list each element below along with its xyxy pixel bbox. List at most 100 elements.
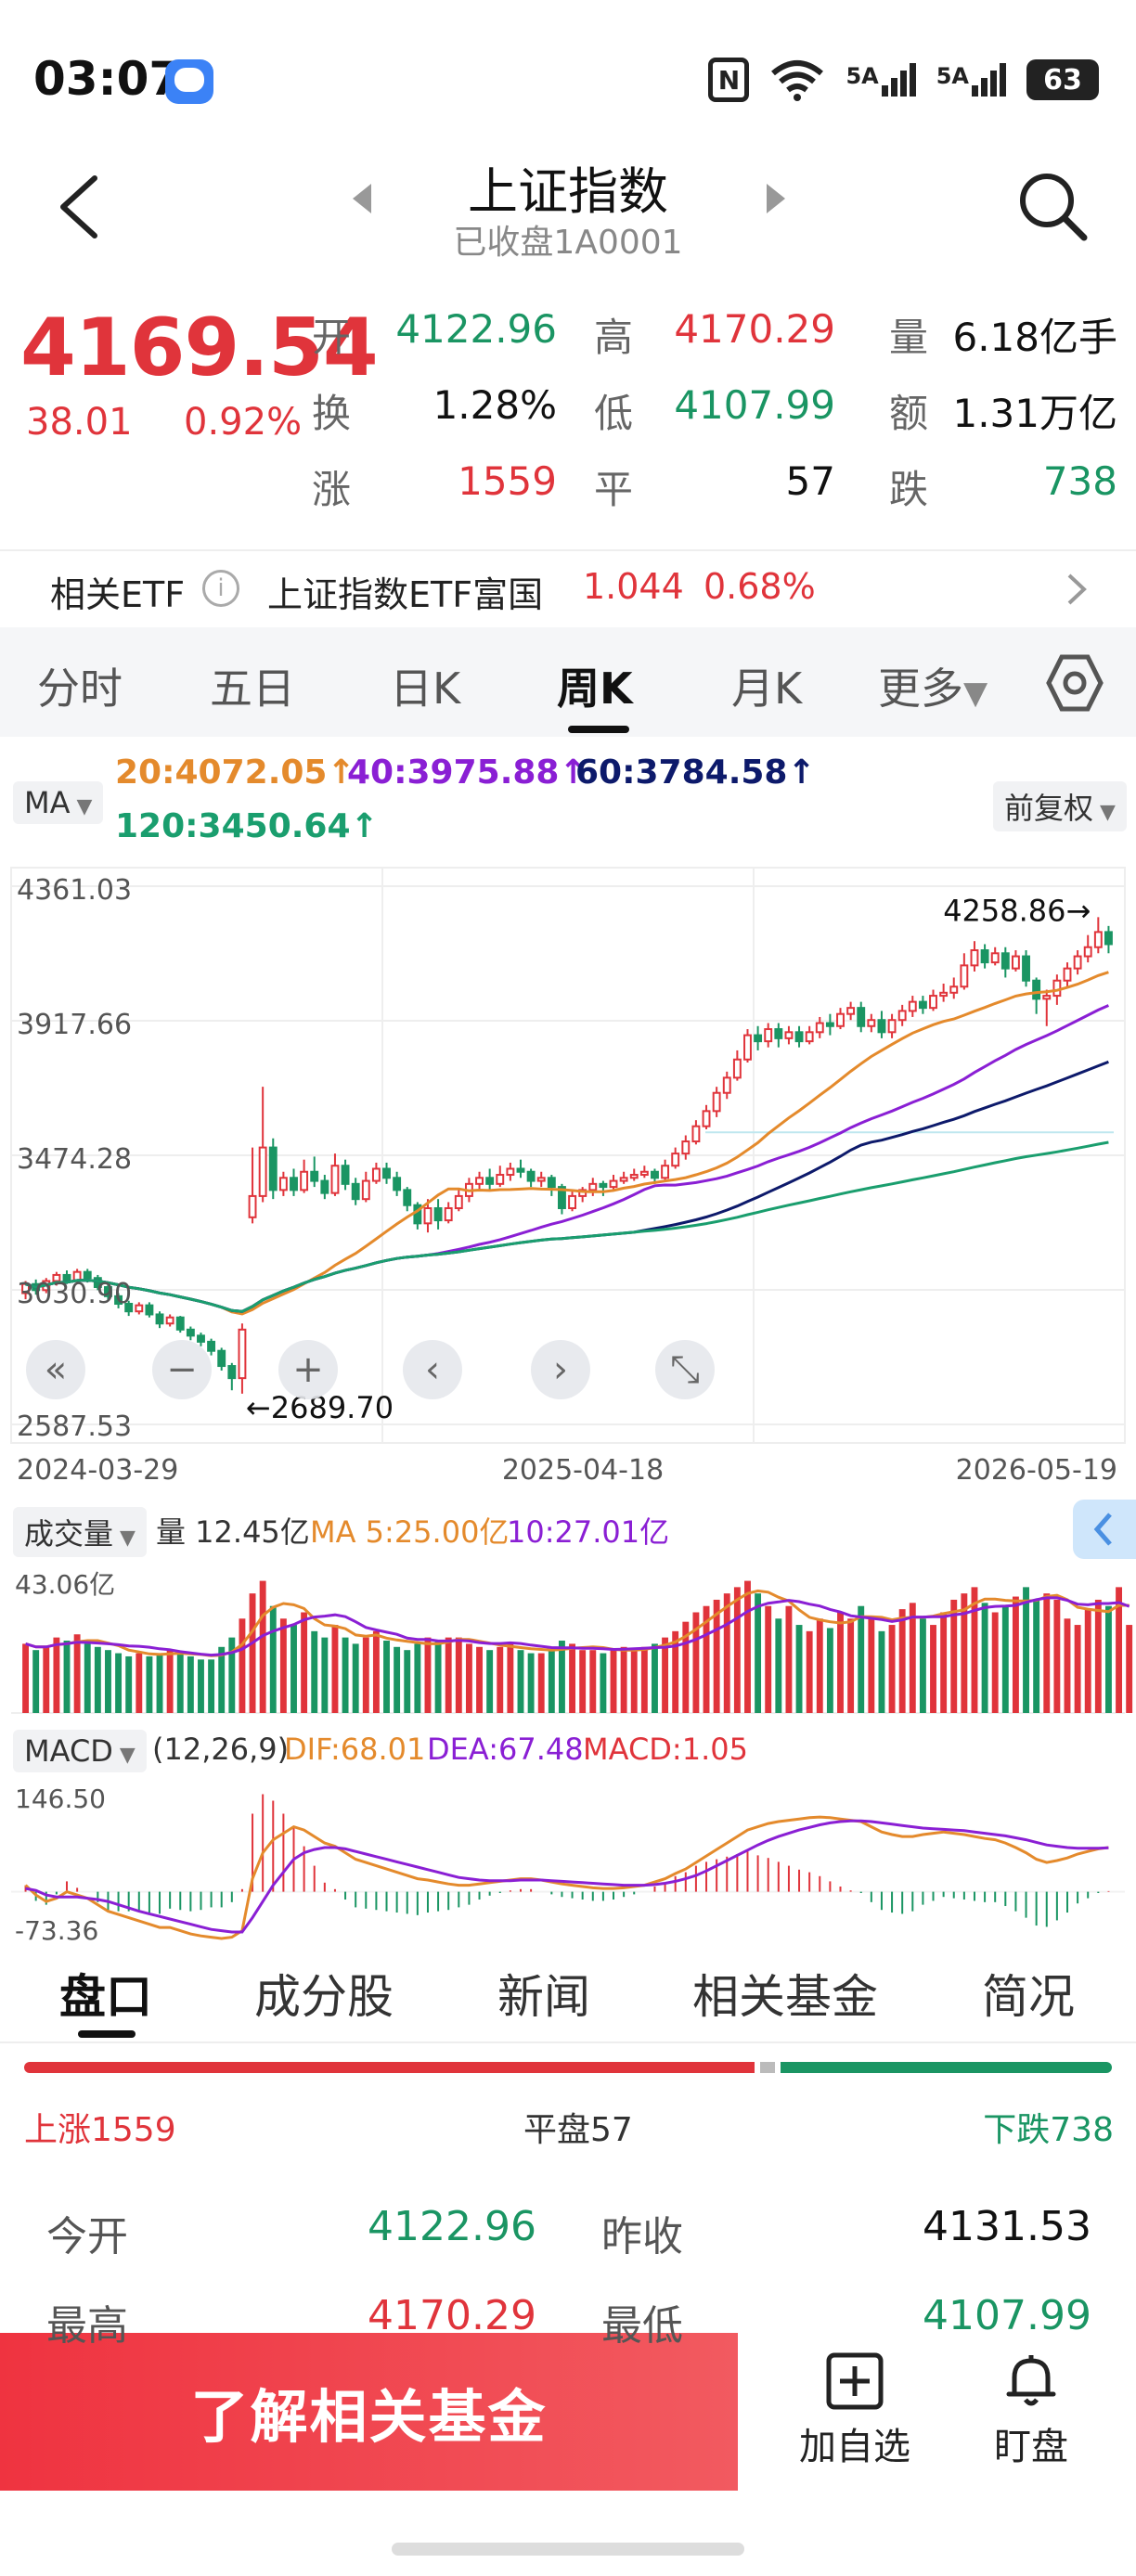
collapse-panel-button[interactable] (1073, 1500, 1136, 1559)
tab-profile[interactable]: 简况 (982, 1970, 1075, 2024)
related-etf-row[interactable]: 相关ETF i 上证指数ETF富国 1.044 0.68% (0, 549, 1136, 625)
next-stock-icon[interactable] (765, 182, 787, 215)
candle-body (805, 1031, 814, 1043)
candle-body (238, 1328, 247, 1380)
volume-bar (465, 1643, 472, 1713)
tab-constituents[interactable]: 成分股 (254, 1970, 394, 2024)
volume-bar (692, 1612, 700, 1713)
candle-body (629, 1174, 639, 1179)
info-icon[interactable]: i (202, 570, 239, 607)
candle-body (197, 1334, 205, 1343)
candle-body (970, 949, 979, 967)
volume-bar (321, 1637, 329, 1713)
candle-body (1083, 946, 1092, 958)
candle-body (475, 1177, 484, 1185)
volume-bar (166, 1650, 174, 1713)
volume-bar (249, 1593, 256, 1713)
quote-label: 高 (594, 315, 634, 360)
watch-button[interactable]: 盯盘 (971, 2351, 1091, 2470)
tab-news[interactable]: 新闻 (497, 1970, 590, 2024)
search-icon[interactable] (1017, 171, 1088, 241)
candle-body (278, 1177, 288, 1191)
volume-bar (84, 1643, 91, 1713)
tab-order-book[interactable]: 盘口 (59, 1970, 152, 2024)
prev-stock-icon[interactable] (351, 182, 373, 215)
volume-bar (1001, 1605, 1009, 1713)
y-tick-label: 3917.66 (17, 1009, 132, 1041)
chart-control-button[interactable]: − (152, 1340, 212, 1399)
volume-bar (816, 1618, 823, 1713)
bottom-tab-indicator (78, 2030, 136, 2038)
candle-body (825, 1022, 834, 1027)
etf-label: 相关ETF (50, 574, 186, 615)
tab-minute[interactable]: 分时 (37, 663, 123, 714)
volume-bar (558, 1641, 565, 1713)
candle-body (774, 1028, 783, 1039)
macd-axis-max: 146.50 (15, 1784, 106, 1814)
chart-control-button[interactable]: › (531, 1340, 590, 1399)
settings-hexagon-icon[interactable] (1045, 653, 1104, 713)
volume-bar (537, 1653, 545, 1713)
volume-bar (486, 1650, 494, 1713)
volume-bar (394, 1646, 401, 1713)
tab-five-day[interactable]: 五日 (210, 663, 295, 714)
volume-bar (290, 1625, 297, 1713)
macd-dif: DIF:68.01 (284, 1732, 426, 1767)
candle-body (1042, 995, 1052, 1000)
stock-chart[interactable]: 4361.03 3917.66 3474.28 3030.90 2587.53 2024-… (0, 854, 1136, 1949)
candle-body (496, 1174, 505, 1185)
volume-bar (940, 1612, 948, 1713)
tab-related-funds[interactable]: 相关基金 (692, 1970, 878, 2024)
volume-bar (497, 1646, 504, 1713)
signal-5a-label-1: 5A (846, 63, 879, 89)
volume-bar (22, 1643, 30, 1713)
candle-body (433, 1206, 443, 1222)
add-watchlist-button[interactable]: 加自选 (794, 2351, 915, 2470)
candle-body (815, 1022, 824, 1034)
breadth-flat: 平盘57 (523, 2111, 633, 2149)
macd-selector[interactable]: MACD ▼ (13, 1730, 147, 1772)
volume-bar (311, 1630, 318, 1713)
tab-daily-k[interactable]: 日K (390, 663, 461, 714)
candle-body (732, 1058, 742, 1079)
y-tick-label: 3030.90 (17, 1278, 132, 1310)
battery-icon: 63 (1026, 59, 1099, 100)
chart-control-button[interactable]: ‹ (403, 1340, 462, 1399)
chart-control-button[interactable]: + (278, 1340, 338, 1399)
candle-body (175, 1316, 185, 1331)
candle-body (887, 1019, 897, 1034)
volume-bar (713, 1599, 720, 1713)
add-watchlist-label: 加自选 (799, 2426, 910, 2468)
candle-body (1052, 979, 1062, 998)
chart-control-button[interactable]: ⤡ (655, 1340, 715, 1399)
ma120-line (25, 1140, 1109, 1313)
quote-label: 量 (889, 315, 929, 360)
candle-body (52, 1273, 61, 1282)
volume-bar (146, 1655, 153, 1713)
volume-bar (1126, 1625, 1133, 1713)
candle-body (310, 1170, 319, 1182)
volume-ma10-line (25, 1596, 1130, 1657)
ma-selector[interactable]: MA ▼ (13, 781, 104, 824)
candle-body (454, 1194, 463, 1209)
adjust-selector[interactable]: 前复权 ▼ (993, 781, 1127, 831)
ma40-label: 40:3975.88↑ (347, 753, 587, 792)
etf-price: 1.044 (583, 566, 684, 607)
learn-related-funds-button[interactable]: 了解相关基金 (0, 2333, 738, 2491)
volume-bar (1033, 1599, 1040, 1713)
tab-more[interactable]: 更多▼ (878, 655, 988, 716)
tab-monthly-k[interactable]: 月K (731, 663, 803, 714)
tab-weekly-k[interactable]: 周K (557, 663, 633, 714)
candle-body (1000, 952, 1010, 970)
page-title: 上证指数 (468, 162, 668, 221)
volume-axis-max: 43.06亿 (15, 1569, 116, 1600)
candle-body (712, 1091, 721, 1113)
candle-body (248, 1194, 257, 1218)
macd-panel (11, 1794, 1125, 1940)
candle-body (351, 1182, 360, 1201)
volume-selector[interactable]: 成交量 ▼ (13, 1507, 147, 1557)
chart-control-button[interactable]: « (26, 1340, 85, 1399)
quote-value: 4107.99 (674, 382, 835, 428)
back-arrow-icon[interactable] (56, 174, 102, 239)
price-change: 38.01 (26, 401, 133, 444)
